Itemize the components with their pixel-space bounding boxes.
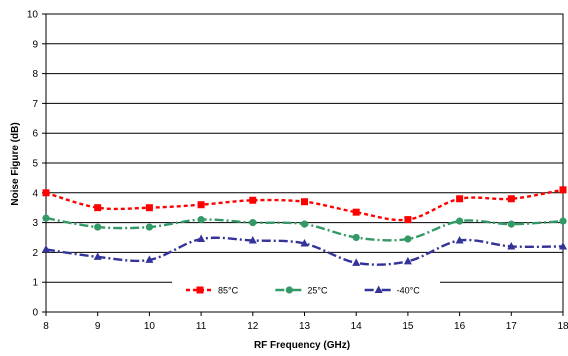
y-tick-label: 5 <box>32 159 38 170</box>
y-tick-label: 6 <box>32 129 38 140</box>
x-tick-label: 8 <box>43 321 49 332</box>
x-tick-label: 9 <box>95 321 101 332</box>
point-marker <box>559 186 567 194</box>
point-legend-marker <box>196 286 204 294</box>
y-tick-label: 2 <box>32 248 38 259</box>
x-tick-label: 11 <box>196 321 207 332</box>
x-tick-label: 13 <box>299 321 311 332</box>
x-tick-label: 14 <box>351 321 363 332</box>
point-legend-marker <box>285 286 293 294</box>
point-marker <box>404 235 412 243</box>
point-marker <box>455 235 464 244</box>
x-tick-label: 12 <box>247 321 259 332</box>
point-marker <box>301 198 308 206</box>
y-axis-title: Noise Figure (dB) <box>10 122 21 205</box>
point-marker <box>42 244 50 253</box>
point-marker <box>145 204 153 212</box>
y-tick-label: 7 <box>32 99 38 110</box>
x-axis-title: RF Frequency (GHz) <box>254 340 350 351</box>
legend: 85°C 25°C -40°C <box>172 278 440 302</box>
x-tick-label: 16 <box>454 321 466 332</box>
point-marker <box>249 219 257 227</box>
point-marker <box>197 234 206 242</box>
legend-label: 25°C <box>307 286 328 296</box>
x-tick-label: 10 <box>144 321 156 332</box>
point-marker <box>197 201 205 209</box>
point-marker <box>248 235 257 244</box>
y-tick-label: 8 <box>32 69 38 80</box>
point-marker <box>507 220 515 228</box>
series-0 <box>42 186 567 224</box>
series-group <box>42 186 567 266</box>
point-marker <box>42 214 50 222</box>
point-marker <box>42 189 50 197</box>
legend-item: 25°C <box>275 286 328 296</box>
series-1 <box>42 214 567 243</box>
point-marker <box>507 195 515 203</box>
point-marker <box>145 223 153 231</box>
point-marker <box>456 195 464 203</box>
legend-label: 85°C <box>218 286 239 296</box>
series-2 <box>42 234 567 266</box>
point-marker <box>145 255 154 263</box>
point-marker <box>352 258 361 266</box>
point-marker <box>559 217 567 225</box>
y-tick-label: 9 <box>32 39 38 50</box>
point-marker <box>94 223 102 231</box>
legend-box <box>172 278 440 302</box>
point-marker <box>94 204 102 212</box>
y-tick-label: 10 <box>27 10 39 21</box>
point-marker <box>249 196 257 204</box>
point-marker <box>300 238 309 247</box>
point-marker <box>403 256 412 265</box>
point-marker <box>404 216 412 224</box>
legend-item: -40°C <box>364 285 421 296</box>
point-marker <box>197 216 205 224</box>
y-tick-label: 1 <box>32 278 38 289</box>
point-legend-marker <box>374 285 383 293</box>
y-tick-label: 4 <box>32 188 38 199</box>
point-marker <box>300 220 309 228</box>
point-marker <box>456 217 464 225</box>
x-tick-label: 15 <box>402 321 414 332</box>
legend-item: 85°C <box>186 286 239 296</box>
point-marker <box>352 208 360 216</box>
x-tick-label: 17 <box>506 321 518 332</box>
point-marker <box>93 252 102 260</box>
y-tick-label: 3 <box>32 218 38 229</box>
point-marker <box>507 241 516 250</box>
point-marker <box>352 233 360 242</box>
point-marker <box>559 241 567 250</box>
x-tick-label: 18 <box>557 321 568 332</box>
legend-label: -40°C <box>397 286 421 296</box>
y-tick-label: 0 <box>32 308 38 319</box>
